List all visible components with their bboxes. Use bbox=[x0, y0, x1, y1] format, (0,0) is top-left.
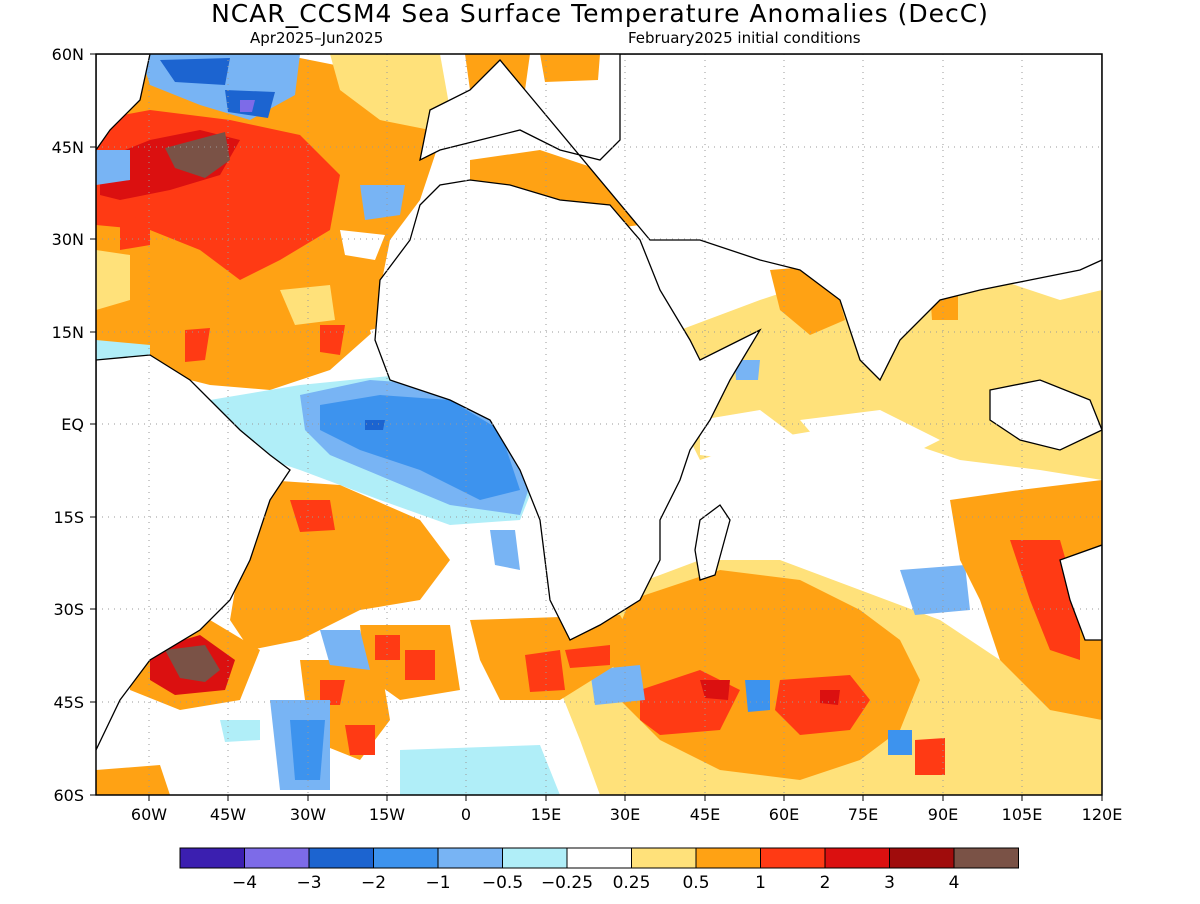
lon-tick-label: 60W bbox=[131, 805, 167, 824]
lon-tick-label: 30W bbox=[290, 805, 326, 824]
subtitle-init: February2025 initial conditions bbox=[628, 29, 861, 47]
colorbar-swatch bbox=[502, 847, 568, 869]
lat-tick-label: 30S bbox=[53, 600, 84, 619]
lat-tick-label: 45N bbox=[52, 138, 84, 157]
colorbar-label: 1 bbox=[755, 873, 766, 893]
colorbar-swatch bbox=[308, 847, 374, 869]
colorbar-swatch bbox=[953, 847, 1019, 869]
lon-tick-label: 30E bbox=[610, 805, 640, 824]
colorbar-label: −2 bbox=[361, 873, 386, 893]
anomaly-north-atlantic bbox=[96, 54, 450, 390]
colorbar-label: 0.25 bbox=[613, 873, 651, 893]
anomaly-south-indian bbox=[470, 560, 1102, 795]
map-plot bbox=[96, 54, 1102, 795]
colorbar-swatch bbox=[631, 847, 697, 869]
land-australia bbox=[989, 379, 1102, 641]
lat-tick-label: 60S bbox=[53, 786, 84, 805]
land-africa bbox=[374, 54, 1102, 641]
lon-tick-label: 90E bbox=[928, 805, 958, 824]
lat-tick-label: 60N bbox=[52, 45, 84, 64]
anomaly-equatorial-atlantic bbox=[205, 375, 540, 570]
lat-tick-label: 45S bbox=[53, 693, 84, 712]
lon-tick-label: 15W bbox=[369, 805, 405, 824]
colorbar-label: −4 bbox=[232, 873, 257, 893]
colorbar-swatch bbox=[760, 847, 826, 869]
lat-axis: 60N 45N 30N 15N EQ 15S 30S 45S 60S bbox=[52, 45, 96, 805]
lat-tick-label: 15N bbox=[52, 323, 84, 342]
lon-axis: 60W 45W 30W 15W 0 15E 30E 45E 60E 75E 90… bbox=[131, 795, 1122, 824]
lon-tick-label: 0 bbox=[461, 805, 471, 824]
lon-tick-label: 120E bbox=[1082, 805, 1123, 824]
lon-tick-label: 15E bbox=[531, 805, 561, 824]
colorbar-label: 0.5 bbox=[682, 873, 709, 893]
anomaly-indian-ocean bbox=[680, 265, 1102, 480]
lon-tick-label: 45E bbox=[690, 805, 720, 824]
lon-tick-label: 75E bbox=[848, 805, 878, 824]
colorbar-label: −0.25 bbox=[541, 873, 593, 893]
colorbar-label: −1 bbox=[425, 873, 450, 893]
colorbar-label: 3 bbox=[884, 873, 895, 893]
colorbar-label: −3 bbox=[296, 873, 321, 893]
colorbar-swatch bbox=[889, 847, 955, 869]
colorbar-swatch bbox=[179, 847, 245, 869]
colorbar-swatch bbox=[824, 847, 890, 869]
land-americas bbox=[96, 54, 291, 751]
lon-tick-label: 45W bbox=[210, 805, 246, 824]
colorbar-label: 2 bbox=[820, 873, 831, 893]
colorbar-swatch bbox=[437, 847, 503, 869]
colorbar-swatch bbox=[244, 847, 310, 869]
lon-tick-label: 105E bbox=[1002, 805, 1043, 824]
subtitle-season: Apr2025–Jun2025 bbox=[250, 29, 383, 47]
lat-tick-label: 15S bbox=[53, 508, 84, 527]
colorbar-label: −0.5 bbox=[482, 873, 523, 893]
colorbar bbox=[179, 847, 1019, 869]
chart-title: NCAR_CCSM4 Sea Surface Temperature Anoma… bbox=[211, 0, 989, 28]
colorbar-labels: −4 −3 −2 −1 −0.5 −0.25 0.25 0.5 1 2 3 4 bbox=[232, 873, 959, 893]
colorbar-swatch bbox=[373, 847, 439, 869]
lon-tick-label: 60E bbox=[769, 805, 799, 824]
colorbar-swatch bbox=[695, 847, 761, 869]
lat-tick-label: EQ bbox=[61, 415, 84, 434]
lat-tick-label: 30N bbox=[52, 230, 84, 249]
colorbar-swatch bbox=[566, 847, 632, 869]
colorbar-label: 4 bbox=[949, 873, 960, 893]
